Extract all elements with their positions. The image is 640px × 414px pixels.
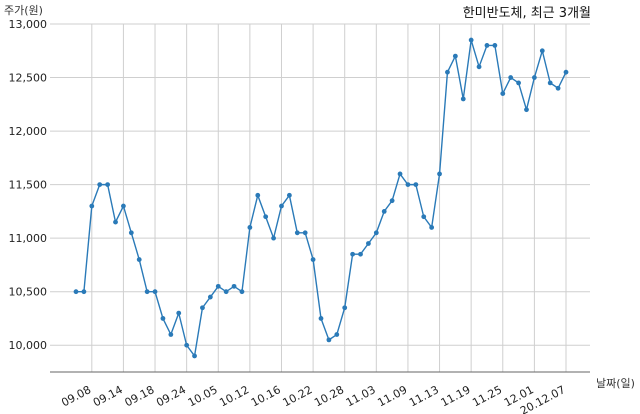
data-point [247,225,253,230]
y-tick-label: 12,000 [9,125,48,138]
x-tick-label: 11.25 [470,383,504,409]
data-point [97,182,103,188]
data-point [89,203,95,209]
data-point [184,342,190,348]
data-point [152,289,158,295]
x-tick-label: 09.24 [154,383,188,409]
x-tick-label: 09.08 [59,383,93,409]
data-point [310,257,316,262]
data-point [445,69,450,75]
data-point [263,214,269,220]
data-point [286,192,292,198]
data-point [342,305,348,311]
data-point [500,91,506,96]
data-point [105,182,111,188]
chart-title: 한미반도체, 최근 3개월 [463,6,591,21]
data-point [516,80,521,86]
x-tick-label: 11.13 [407,383,441,409]
x-tick-label: 09.18 [123,383,157,409]
y-axis-label: 주가(원) [4,4,43,17]
data-point [207,294,213,300]
data-point [405,182,411,188]
data-point [555,85,561,91]
x-tick-labels: 09.0809.1409.1809.2410.0510.1210.1610.22… [59,383,567,414]
data-point [223,289,229,295]
data-point [460,96,466,102]
data-point [547,80,553,86]
data-point [373,230,379,236]
grid-layer [50,23,590,372]
data-point [136,257,142,262]
data-point [452,53,458,59]
data-point [176,310,182,316]
data-point [492,43,498,48]
x-tick-label: 10.16 [249,383,283,409]
data-point [144,289,150,295]
data-point [539,48,545,54]
data-point [476,64,482,70]
data-point [413,182,419,188]
data-point [192,353,197,359]
x-tick-label: 11.09 [375,383,409,409]
x-tick-label: 09.14 [91,383,125,409]
data-point [381,208,387,214]
data-point [271,235,276,241]
data-point [81,289,87,295]
data-point [350,251,356,257]
data-point [531,75,537,80]
data-point [200,305,205,311]
data-point [437,171,442,177]
data-point [239,289,245,295]
data-point [294,230,300,236]
data-point [160,316,166,321]
data-point [358,251,363,257]
data-point [231,283,237,289]
data-point [397,171,403,177]
data-point [421,214,427,220]
y-tick-label: 13,000 [9,18,48,31]
x-tick-label: 10.28 [312,383,346,409]
x-tick-label: 10.05 [186,383,220,409]
data-point [302,230,308,236]
y-tick-label: 10,000 [9,339,48,352]
data-point [215,283,221,289]
x-tick-label: 10.12 [217,383,251,409]
data-point [326,337,332,343]
data-point [73,289,79,295]
data-point [524,107,529,113]
data-point [318,316,324,321]
y-tick-label: 10,500 [9,286,48,299]
y-tick-label: 12,500 [9,72,48,85]
data-point [389,198,395,204]
x-axis-label: 날짜(일) [596,376,635,390]
data-point [255,192,261,198]
x-tick-label: 10.22 [281,383,315,409]
data-point [113,219,118,225]
y-tick-labels: 10,000 10,500 11,000 11,500 12,000 12,500 13,0… [9,18,48,352]
x-tick-label: 11.03 [344,383,378,409]
data-point [563,69,569,75]
data-point [508,75,514,80]
series-layer [73,37,569,359]
data-point [366,241,371,246]
data-point [279,203,284,209]
data-point [484,43,490,48]
y-tick-label: 11,000 [9,232,48,245]
series-line [76,39,567,358]
data-point [429,225,435,230]
data-point [168,332,174,337]
y-tick-label: 11,500 [9,179,48,192]
x-tick-label: 11.19 [439,383,473,409]
data-point [334,332,340,337]
data-point [468,37,474,43]
data-point [128,230,134,236]
data-point [121,203,126,209]
